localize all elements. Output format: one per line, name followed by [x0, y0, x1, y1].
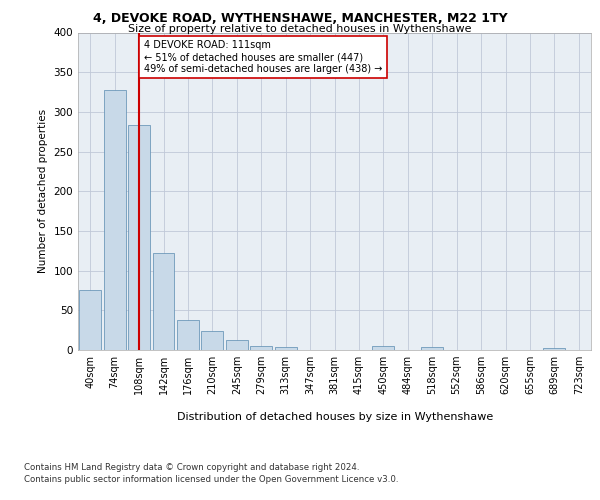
Bar: [104, 90, 125, 350]
Text: Distribution of detached houses by size in Wythenshawe: Distribution of detached houses by size …: [176, 412, 493, 422]
Bar: [421, 347, 443, 350]
Text: Size of property relative to detached houses in Wythenshawe: Size of property relative to detached ho…: [128, 24, 472, 34]
Text: Contains public sector information licensed under the Open Government Licence v3: Contains public sector information licen…: [24, 475, 398, 484]
Bar: [226, 340, 248, 350]
Bar: [152, 253, 175, 350]
Text: 4, DEVOKE ROAD, WYTHENSHAWE, MANCHESTER, M22 1TY: 4, DEVOKE ROAD, WYTHENSHAWE, MANCHESTER,…: [92, 12, 508, 26]
Text: 4 DEVOKE ROAD: 111sqm
← 51% of detached houses are smaller (447)
49% of semi-det: 4 DEVOKE ROAD: 111sqm ← 51% of detached …: [144, 40, 382, 74]
Bar: [250, 346, 272, 350]
Bar: [544, 348, 565, 350]
Bar: [202, 331, 223, 350]
Bar: [79, 290, 101, 350]
Bar: [373, 346, 394, 350]
Text: Contains HM Land Registry data © Crown copyright and database right 2024.: Contains HM Land Registry data © Crown c…: [24, 462, 359, 471]
Bar: [128, 124, 150, 350]
Bar: [177, 320, 199, 350]
Y-axis label: Number of detached properties: Number of detached properties: [38, 109, 48, 274]
Bar: [275, 347, 296, 350]
